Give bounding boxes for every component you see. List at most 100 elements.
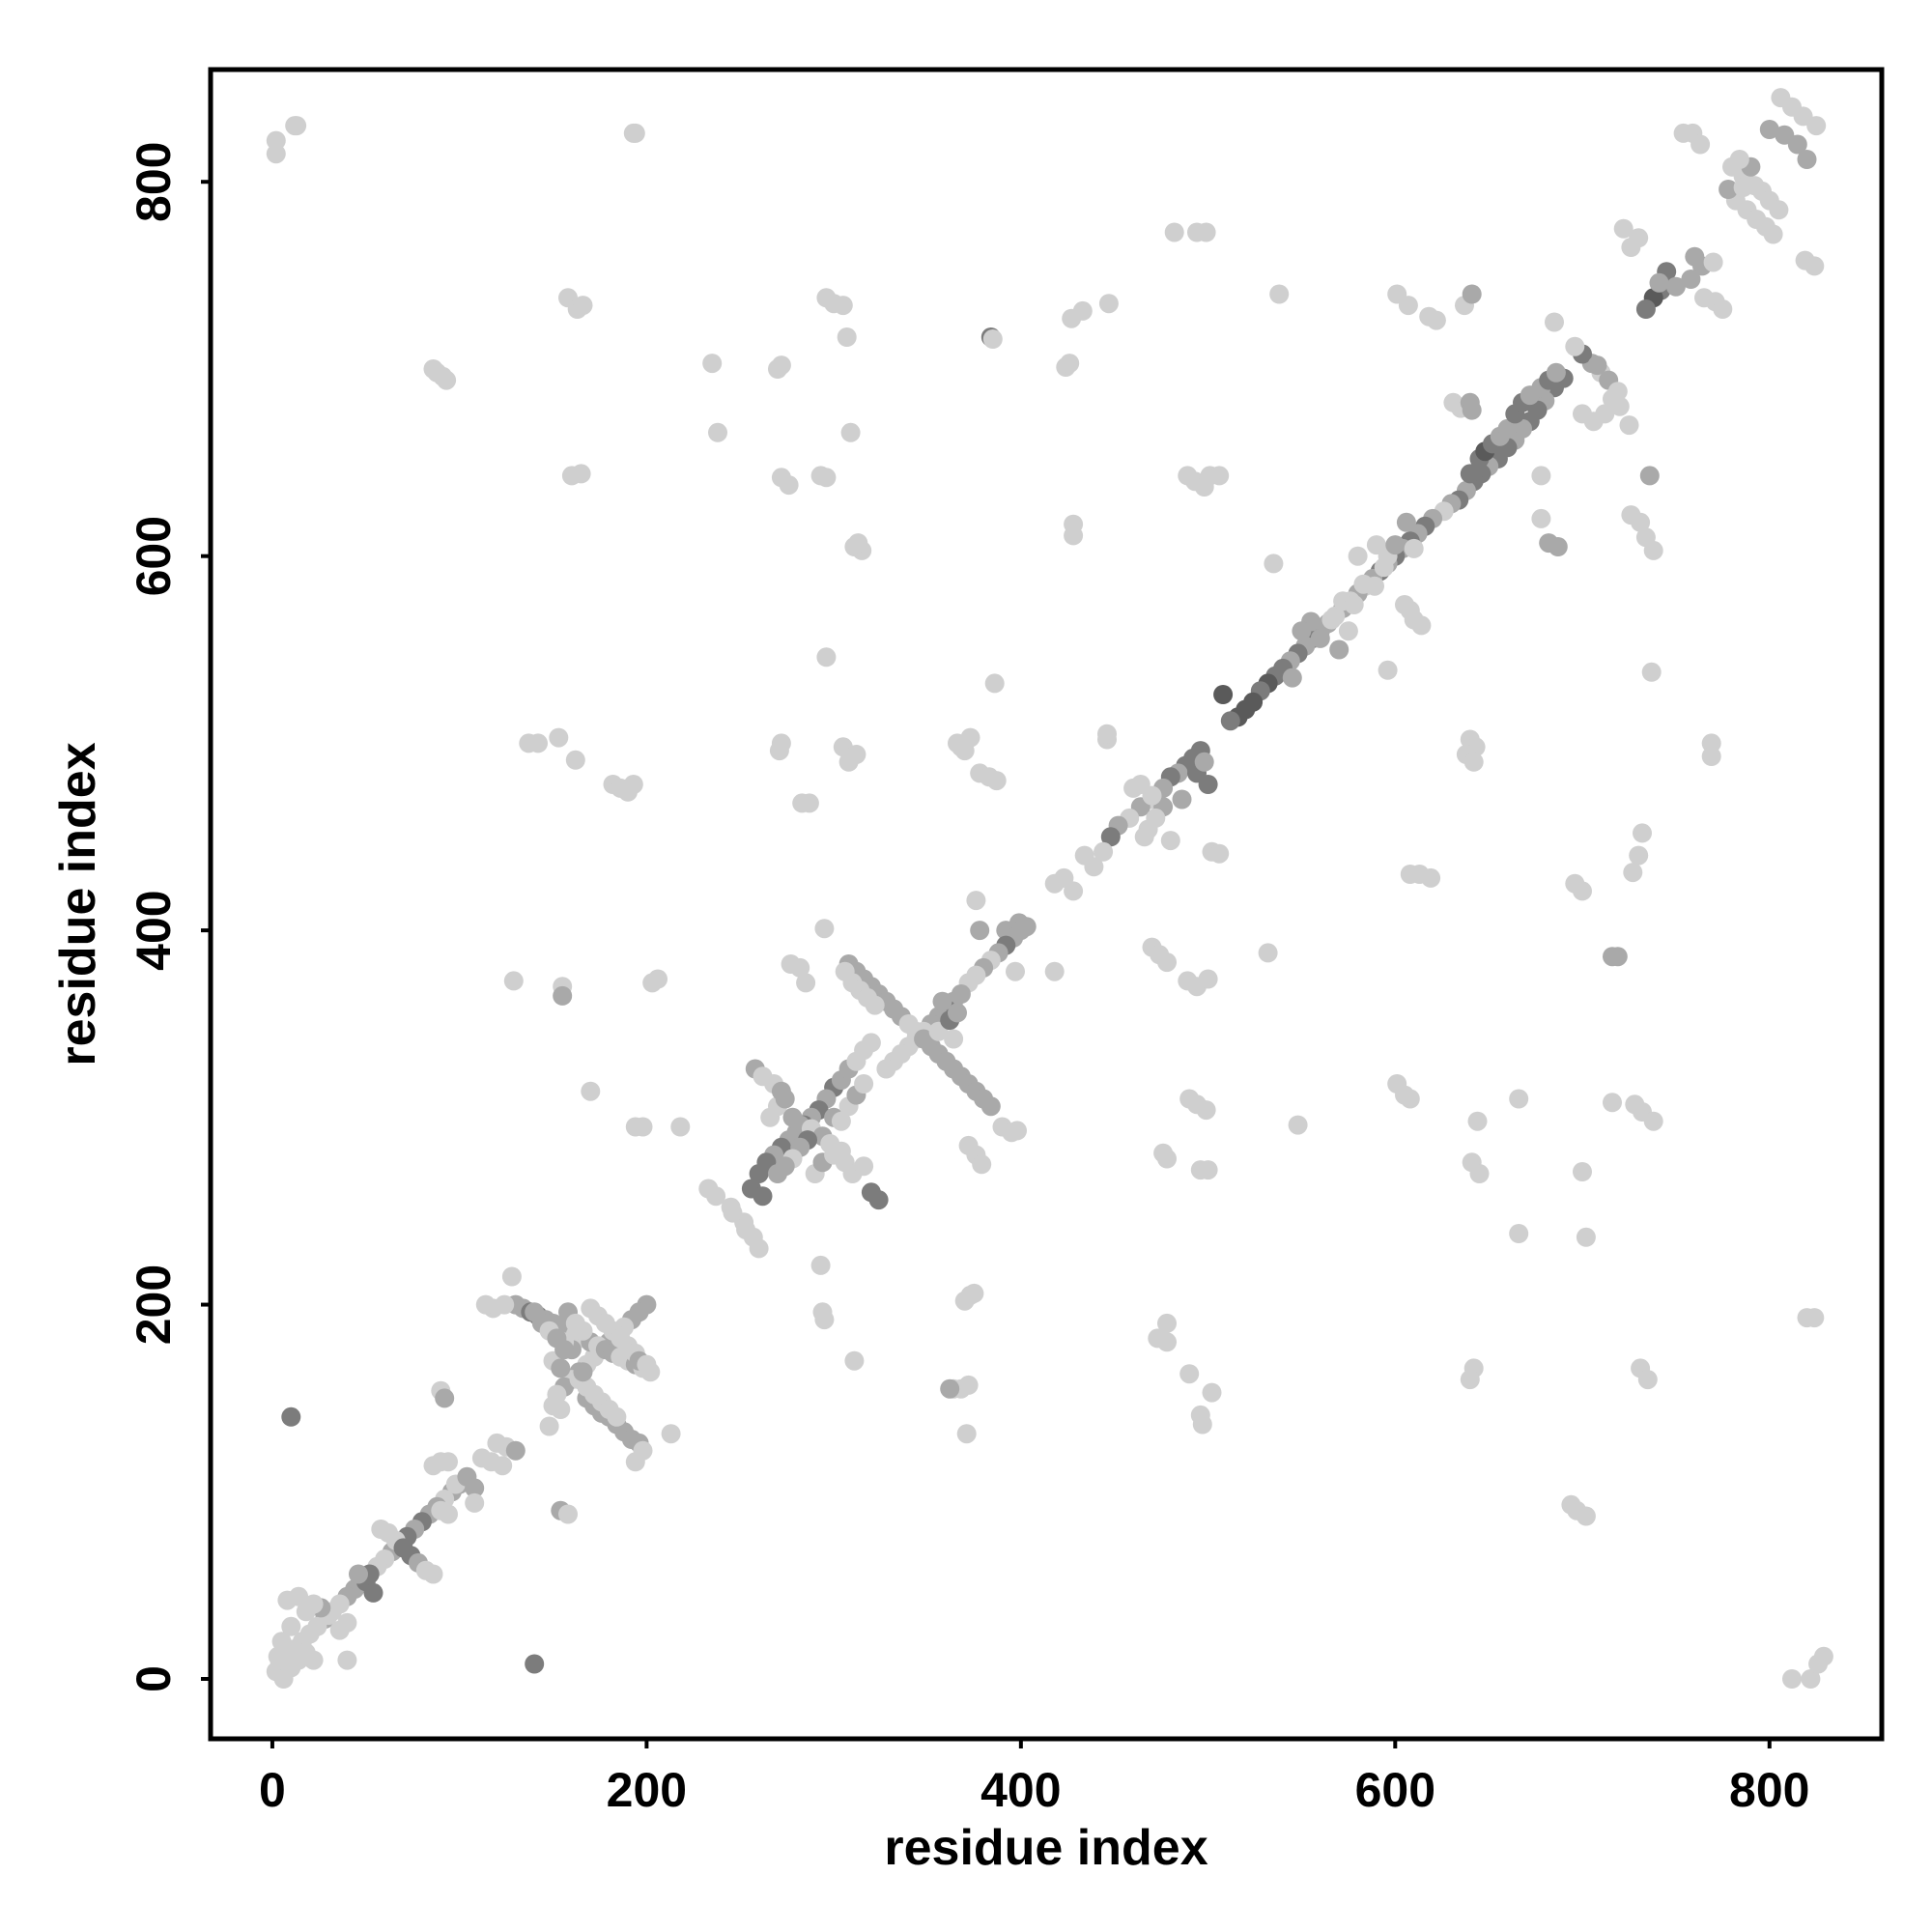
contact-point <box>1220 711 1240 731</box>
contact-point <box>1729 150 1749 169</box>
contact-point <box>1198 969 1218 989</box>
y-tick-label: 0 <box>127 1665 181 1692</box>
contact-point <box>1665 276 1686 297</box>
contact-point <box>571 464 591 484</box>
contact-point <box>303 1650 324 1670</box>
contact-point <box>723 1203 743 1223</box>
contact-point <box>1385 535 1406 555</box>
contact-point <box>493 1456 513 1476</box>
contact-point <box>1411 615 1432 636</box>
contact-point <box>349 1564 368 1584</box>
contact-point <box>296 1602 316 1622</box>
contact-point <box>287 116 307 136</box>
contact-point <box>982 329 1003 349</box>
contact-point <box>581 1081 601 1101</box>
contact-point <box>865 995 885 1015</box>
contact-point <box>554 1340 575 1360</box>
contact-point <box>876 1059 896 1079</box>
contact-point <box>1701 747 1721 766</box>
contact-point <box>558 1504 578 1524</box>
contact-point <box>363 1582 384 1603</box>
contact-point <box>1344 595 1364 614</box>
contact-point <box>958 1375 979 1395</box>
x-tick-label: 200 <box>607 1763 687 1817</box>
axis-ticks: 0 200 400 600 800 0 200 400 600 800 <box>127 142 1809 1817</box>
contact-point <box>1531 466 1551 486</box>
contact-point <box>844 1350 865 1371</box>
contact-point <box>1546 362 1566 383</box>
x-tick-label: 800 <box>1729 1763 1809 1817</box>
contact-point <box>753 1186 773 1207</box>
contact-point <box>1426 310 1446 330</box>
contact-point <box>1209 843 1230 864</box>
contact-point <box>816 468 837 488</box>
contact-point <box>423 1456 443 1476</box>
contact-point <box>954 741 975 761</box>
contact-point <box>1172 789 1192 810</box>
contact-point <box>790 957 810 978</box>
contact-point <box>565 750 585 770</box>
contact-point <box>528 733 548 753</box>
contact-point <box>465 1478 485 1498</box>
contact-point <box>702 354 723 374</box>
contact-point <box>1509 1224 1529 1243</box>
contact-point <box>573 1362 593 1382</box>
contact-point <box>1398 296 1418 316</box>
contact-point <box>1587 355 1607 376</box>
contact-point <box>796 973 816 993</box>
contact-point <box>1643 540 1663 560</box>
contact-point <box>799 793 819 813</box>
contact-point <box>708 422 727 442</box>
contact-point <box>970 921 990 941</box>
contact-point <box>840 422 861 442</box>
contact-point <box>1623 863 1643 883</box>
contact-point <box>501 1266 522 1287</box>
contact-point <box>271 1632 292 1652</box>
contact-point <box>1064 526 1084 546</box>
contact-point <box>661 1424 681 1444</box>
x-tick-label: 400 <box>980 1763 1061 1817</box>
contact-point <box>1603 389 1622 409</box>
contact-point <box>1404 538 1424 558</box>
contact-point <box>964 1283 984 1303</box>
contact-point <box>814 919 835 939</box>
contact-point <box>435 1388 455 1408</box>
contact-point <box>1497 418 1518 439</box>
contact-point <box>1782 1669 1802 1689</box>
contact-point <box>1060 354 1080 374</box>
contact-point <box>637 1354 657 1375</box>
y-tick-label: 400 <box>127 890 181 970</box>
contact-point <box>824 1145 844 1165</box>
contact-point <box>1213 685 1234 704</box>
contact-point <box>831 1111 851 1131</box>
contact-point <box>1157 1313 1177 1333</box>
contact-point <box>471 1448 492 1468</box>
contact-point <box>1310 628 1330 648</box>
contact-point <box>329 1620 350 1640</box>
contact-point <box>268 1646 288 1666</box>
contact-point <box>281 1616 301 1636</box>
contact-point <box>769 741 789 761</box>
contact-point <box>1467 1111 1488 1131</box>
contact-point <box>573 296 593 316</box>
contact-point <box>1460 1370 1480 1390</box>
contact-point <box>1044 961 1065 981</box>
contact-point <box>1400 1089 1420 1109</box>
contact-point <box>337 1650 357 1670</box>
contact-point <box>623 775 643 794</box>
contact-point <box>771 355 791 376</box>
contact-point <box>1064 881 1084 901</box>
contact-point <box>1157 1332 1177 1352</box>
contact-point <box>1378 660 1398 680</box>
contact-point <box>771 1081 791 1101</box>
contact-point <box>1134 827 1154 847</box>
contact-point <box>816 647 837 668</box>
contact-point <box>1338 621 1358 641</box>
contact-point <box>1573 404 1592 424</box>
contact-point <box>1509 1089 1529 1109</box>
contact-point <box>1813 1646 1833 1666</box>
contact-point <box>1258 943 1278 963</box>
contact-point <box>1396 512 1416 532</box>
contact-point <box>1607 947 1628 967</box>
contact-point <box>1775 125 1795 145</box>
